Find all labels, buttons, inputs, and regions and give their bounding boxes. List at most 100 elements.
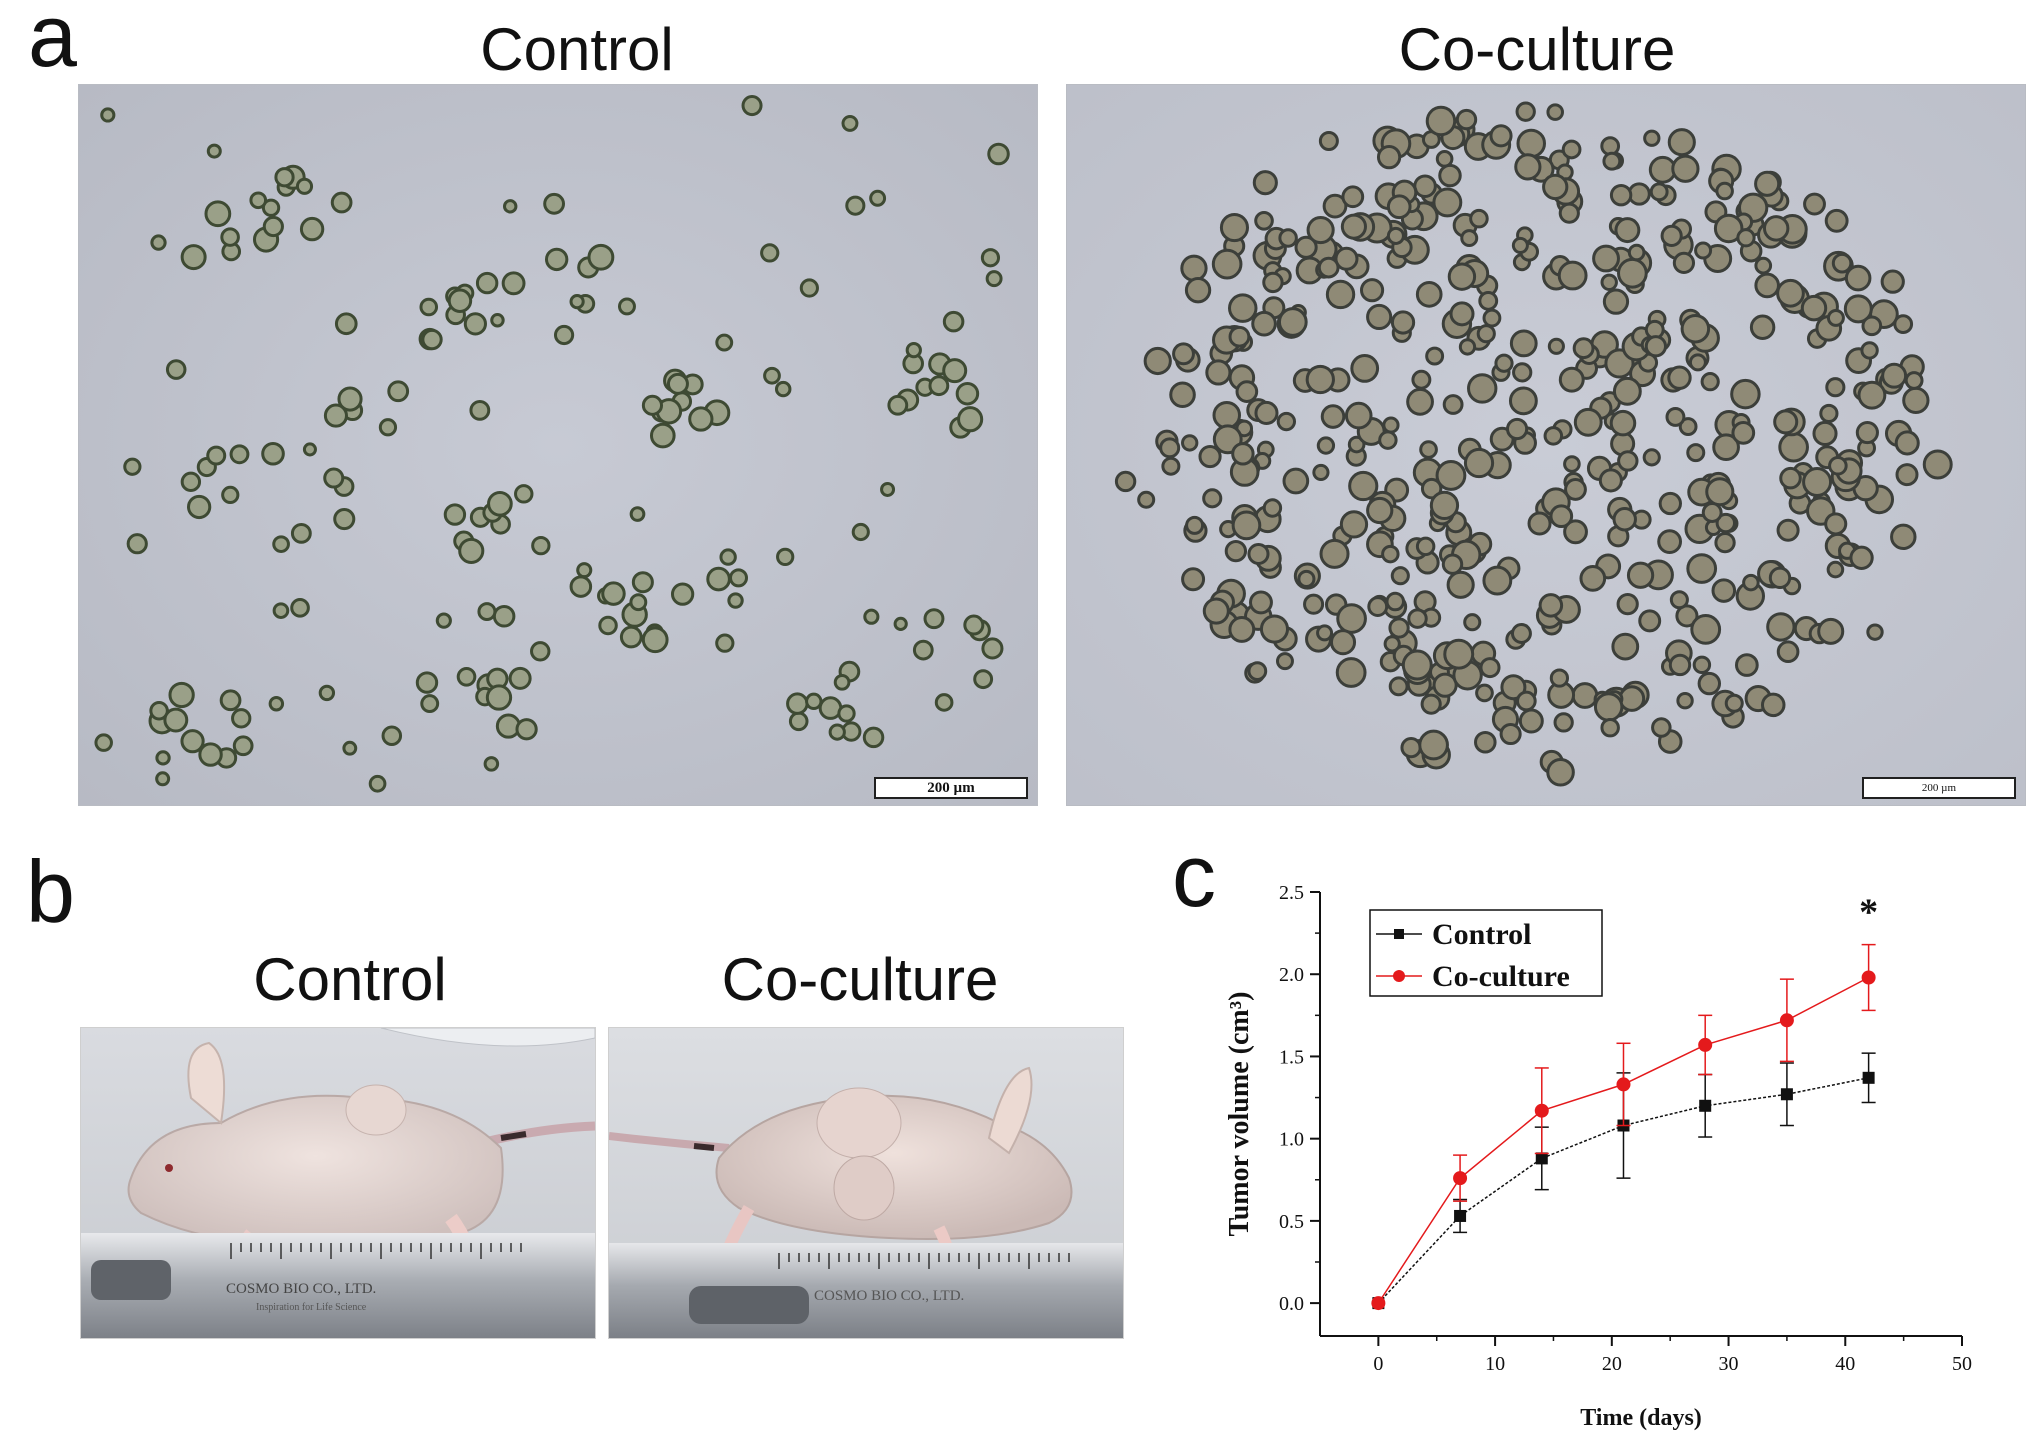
coculture-cell [1336,603,1367,634]
coculture-cell [1297,569,1316,589]
coculture-cell [1143,346,1172,376]
coculture-cell [1700,372,1720,392]
control-cell [337,386,363,412]
coculture-cell [1509,329,1538,358]
control-cell [928,375,950,397]
coculture-cell [1378,430,1398,450]
control-cell [851,522,870,542]
control-cell [100,107,116,123]
control-cell [862,726,885,749]
control-cell [381,725,403,746]
coculture-cell [1861,315,1883,337]
control-cell [641,626,669,654]
coculture-cell [1600,273,1618,291]
coculture-mouse-photo: COSMO BIO CO., LTD. [608,1027,1124,1339]
coculture-cell [1527,511,1552,536]
control-cell [295,177,314,195]
coculture-cell [1137,490,1156,509]
coculture-cell [1697,671,1722,696]
panel-letter-b: b [26,842,75,941]
coculture-cell [1344,401,1373,430]
coculture-cell [1602,288,1630,315]
coculture-cell [1844,264,1872,292]
control-mouse-image: COSMO BIO CO., LTD. Inspiration for Life… [81,1028,595,1338]
control-cell [155,771,171,787]
control-cell [569,575,593,598]
control-cell [629,593,648,612]
coculture-cell [1376,144,1402,170]
coculture-cell [1667,365,1692,390]
coculture-cell [1348,470,1379,502]
coculture-cell [1316,624,1334,642]
coculture-cell [1251,310,1277,337]
coculture-cell [1546,757,1575,787]
coculture-cell [1857,380,1887,410]
control-cell [845,195,866,216]
coculture-cell [1826,560,1845,579]
coculture-cell [1248,590,1273,615]
coculture-cell [1904,371,1924,390]
coculture-cell [1611,632,1640,661]
coculture-cell [1749,314,1776,340]
coculture-cell [1482,308,1502,328]
coculture-cell [1881,362,1908,389]
control-cell [786,692,809,715]
coculture-cell [1231,510,1262,541]
control-cell [168,681,195,709]
coculture-cell [1766,612,1796,642]
control-cell [587,243,615,271]
control-cell [220,227,240,247]
coculture-cell [1180,254,1208,282]
coculture-cell [1463,447,1495,479]
control-cell [163,707,189,733]
control-cell [833,673,851,691]
coculture-cell [1895,463,1919,487]
coculture-cell [1754,272,1780,299]
coculture-cell [1366,303,1393,331]
coculture-cell [1212,400,1242,430]
coculture-cell [1593,692,1624,722]
coculture-cell [1316,436,1336,455]
coculture-cell [1542,173,1569,201]
coculture-cell [1660,224,1683,247]
control-cell [469,399,491,421]
coculture-cell [1420,693,1442,715]
coculture-cell [1252,170,1278,196]
control-cell [981,637,1004,660]
coculture-scale-bar: 200 µm [1862,777,2016,799]
coculture-cell [1730,378,1761,410]
control-cell [963,614,985,636]
panel-a-control-title: Control [480,16,674,83]
coculture-cell [1563,455,1581,473]
control-cell [799,278,819,298]
data-point [1699,1099,1712,1112]
control-cell [923,608,945,630]
control-cell [490,313,505,328]
legend-marker [1394,929,1404,939]
coculture-cell [1671,154,1700,183]
coculture-cell [1224,539,1248,563]
control-cell [180,729,205,754]
control-cell [221,485,240,505]
coculture-cell [1768,566,1792,590]
coculture-cell [1817,617,1845,645]
coculture-cell [1254,400,1279,425]
coculture-cell [1275,652,1294,671]
coculture-cell [1390,566,1410,586]
control-cell [973,669,994,690]
coculture-cell [1893,314,1914,334]
control-cell [123,457,142,476]
control-cell [420,694,440,714]
coculture-cell [1339,510,1369,539]
control-cell [727,592,744,609]
control-cell [475,271,499,295]
coculture-cell [1598,468,1623,493]
control-cell [447,288,473,313]
coculture-cell [1511,236,1529,254]
control-cell [887,394,909,416]
control-cell [729,568,749,588]
coculture-cell [1826,308,1845,327]
coculture-cell [1860,341,1879,360]
x-tick-label: 10 [1485,1353,1505,1375]
control-cell [318,684,336,702]
